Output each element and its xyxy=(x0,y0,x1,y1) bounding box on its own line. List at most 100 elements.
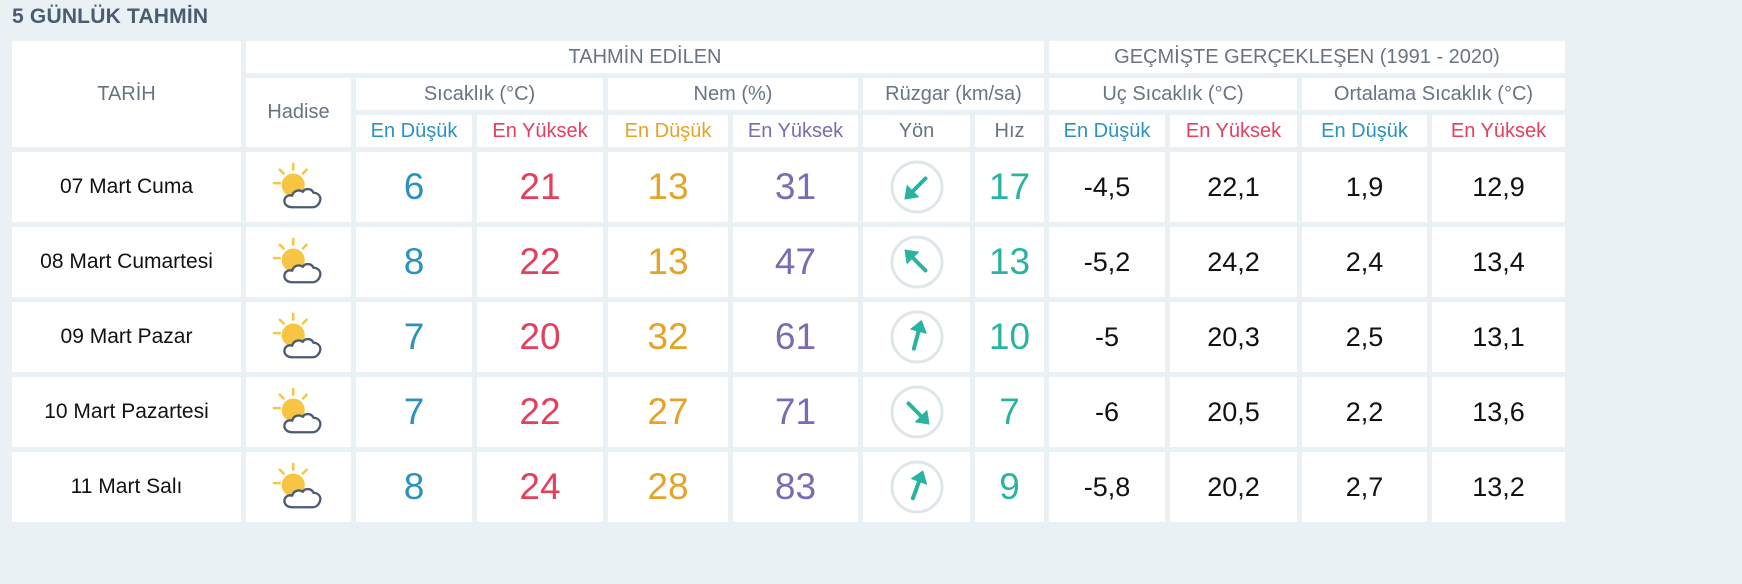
humidity-high-value: 61 xyxy=(774,316,817,357)
partly-cloudy-icon xyxy=(272,387,322,434)
temp-high-cell: 21 xyxy=(477,152,603,222)
extreme-high-cell: 24,2 xyxy=(1170,227,1297,297)
table-row: 10 Mart Pazartesi 7 22 27 71 7 -6 20,5 2,2 13,6 xyxy=(12,377,1565,447)
humidity-high-cell: 31 xyxy=(733,152,858,222)
temp-low-value: 7 xyxy=(403,316,425,357)
header-historical: GEÇMİŞTE GERÇEKLEŞEN (1991 - 2020) xyxy=(1049,41,1565,73)
temp-low-cell: 7 xyxy=(356,302,472,372)
average-high-value: 13,1 xyxy=(1472,321,1525,352)
date-value: 09 Mart Pazar xyxy=(60,325,193,348)
header-event: Hadise xyxy=(246,78,351,147)
date-cell: 08 Mart Cumartesi xyxy=(12,227,241,297)
partly-cloudy-icon xyxy=(272,237,322,284)
subheader-humidity-low: En Düşük xyxy=(608,115,728,147)
extreme-low-cell: -6 xyxy=(1049,377,1165,447)
wind-direction-cell xyxy=(863,452,970,522)
extreme-low-cell: -4,5 xyxy=(1049,152,1165,222)
header-wind: Rüzgar (km/sa) xyxy=(863,78,1044,110)
event-cell xyxy=(246,302,351,372)
extreme-high-cell: 20,2 xyxy=(1170,452,1297,522)
subheader-wind-direction: Yön xyxy=(863,115,970,147)
humidity-high-value: 31 xyxy=(774,166,817,207)
temp-high-cell: 22 xyxy=(477,227,603,297)
humidity-high-value: 47 xyxy=(774,241,817,282)
average-high-cell: 13,1 xyxy=(1432,302,1565,372)
average-high-cell: 13,6 xyxy=(1432,377,1565,447)
average-low-cell: 1,9 xyxy=(1302,152,1427,222)
humidity-high-cell: 83 xyxy=(733,452,858,522)
event-cell xyxy=(246,227,351,297)
temp-low-value: 8 xyxy=(403,241,425,282)
temp-low-value: 6 xyxy=(403,166,425,207)
wind-speed-value: 17 xyxy=(988,166,1031,207)
event-cell xyxy=(246,152,351,222)
temp-high-value: 21 xyxy=(519,166,561,207)
average-low-value: 2,7 xyxy=(1345,471,1384,502)
table-row: 07 Mart Cuma 6 21 13 31 17 -4,5 22,1 1,9 12,9 xyxy=(12,152,1565,222)
temp-high-cell: 22 xyxy=(477,377,603,447)
wind-speed-cell: 17 xyxy=(975,152,1044,222)
event-cell xyxy=(246,452,351,522)
extreme-high-cell: 20,5 xyxy=(1170,377,1297,447)
subheader-extreme-high: En Yüksek xyxy=(1170,115,1297,147)
date-cell: 07 Mart Cuma xyxy=(12,152,241,222)
wind-direction-icon xyxy=(890,460,943,514)
wind-direction-cell xyxy=(863,152,970,222)
wind-direction-icon xyxy=(890,160,943,214)
extreme-low-value: -6 xyxy=(1094,396,1119,427)
subheader-average-low: En Düşük xyxy=(1302,115,1427,147)
temp-high-cell: 20 xyxy=(477,302,603,372)
header-temperature: Sıcaklık (°C) xyxy=(356,78,603,110)
wind-speed-value: 13 xyxy=(988,241,1031,282)
humidity-low-cell: 32 xyxy=(608,302,728,372)
wind-direction-icon xyxy=(890,310,943,364)
average-low-value: 1,9 xyxy=(1345,171,1384,202)
temp-low-cell: 8 xyxy=(356,227,472,297)
wind-speed-value: 9 xyxy=(999,466,1020,507)
wind-speed-cell: 13 xyxy=(975,227,1044,297)
subheader-temp-high: En Yüksek xyxy=(477,115,603,147)
header-average-temperature: Ortalama Sıcaklık (°C) xyxy=(1302,78,1565,110)
humidity-low-value: 32 xyxy=(647,316,689,357)
page-title: 5 GÜNLÜK TAHMİN xyxy=(12,5,209,28)
humidity-low-cell: 28 xyxy=(608,452,728,522)
wind-direction-cell xyxy=(863,377,970,447)
average-low-value: 2,4 xyxy=(1345,246,1384,277)
average-high-cell: 13,2 xyxy=(1432,452,1565,522)
extreme-low-cell: -5,8 xyxy=(1049,452,1165,522)
partly-cloudy-icon xyxy=(272,162,322,209)
header-humidity: Nem (%) xyxy=(608,78,858,110)
wind-speed-cell: 10 xyxy=(975,302,1044,372)
date-cell: 10 Mart Pazartesi xyxy=(12,377,241,447)
temp-high-value: 22 xyxy=(519,391,561,432)
date-value: 07 Mart Cuma xyxy=(59,175,194,198)
header-extreme-temperature: Uç Sıcaklık (°C) xyxy=(1049,78,1297,110)
extreme-high-value: 20,3 xyxy=(1207,321,1260,352)
header-forecast: TAHMİN EDİLEN xyxy=(246,41,1044,73)
average-high-value: 13,2 xyxy=(1472,471,1525,502)
temp-low-value: 8 xyxy=(403,466,425,507)
humidity-low-value: 28 xyxy=(647,466,689,507)
temp-low-cell: 7 xyxy=(356,377,472,447)
wind-speed-value: 7 xyxy=(999,391,1020,432)
humidity-low-value: 27 xyxy=(647,391,689,432)
extreme-low-cell: -5,2 xyxy=(1049,227,1165,297)
wind-direction-cell xyxy=(863,227,970,297)
date-value: 10 Mart Pazartesi xyxy=(44,400,209,423)
humidity-low-cell: 13 xyxy=(608,227,728,297)
extreme-low-value: -5,8 xyxy=(1083,471,1131,502)
average-low-cell: 2,5 xyxy=(1302,302,1427,372)
wind-speed-cell: 9 xyxy=(975,452,1044,522)
humidity-high-cell: 71 xyxy=(733,377,858,447)
forecast-body: 07 Mart Cuma 6 21 13 31 17 -4,5 22,1 1,9 12,9 08 M… xyxy=(12,152,1565,522)
humidity-high-value: 71 xyxy=(774,391,817,432)
subheader-wind-speed: Hız xyxy=(975,115,1044,147)
extreme-low-value: -5,2 xyxy=(1083,246,1131,277)
temp-high-value: 22 xyxy=(519,241,561,282)
extreme-high-value: 22,1 xyxy=(1207,171,1260,202)
average-high-value: 12,9 xyxy=(1472,171,1525,202)
average-low-cell: 2,7 xyxy=(1302,452,1427,522)
wind-speed-cell: 7 xyxy=(975,377,1044,447)
extreme-high-value: 20,2 xyxy=(1207,471,1260,502)
humidity-low-value: 13 xyxy=(647,166,689,207)
